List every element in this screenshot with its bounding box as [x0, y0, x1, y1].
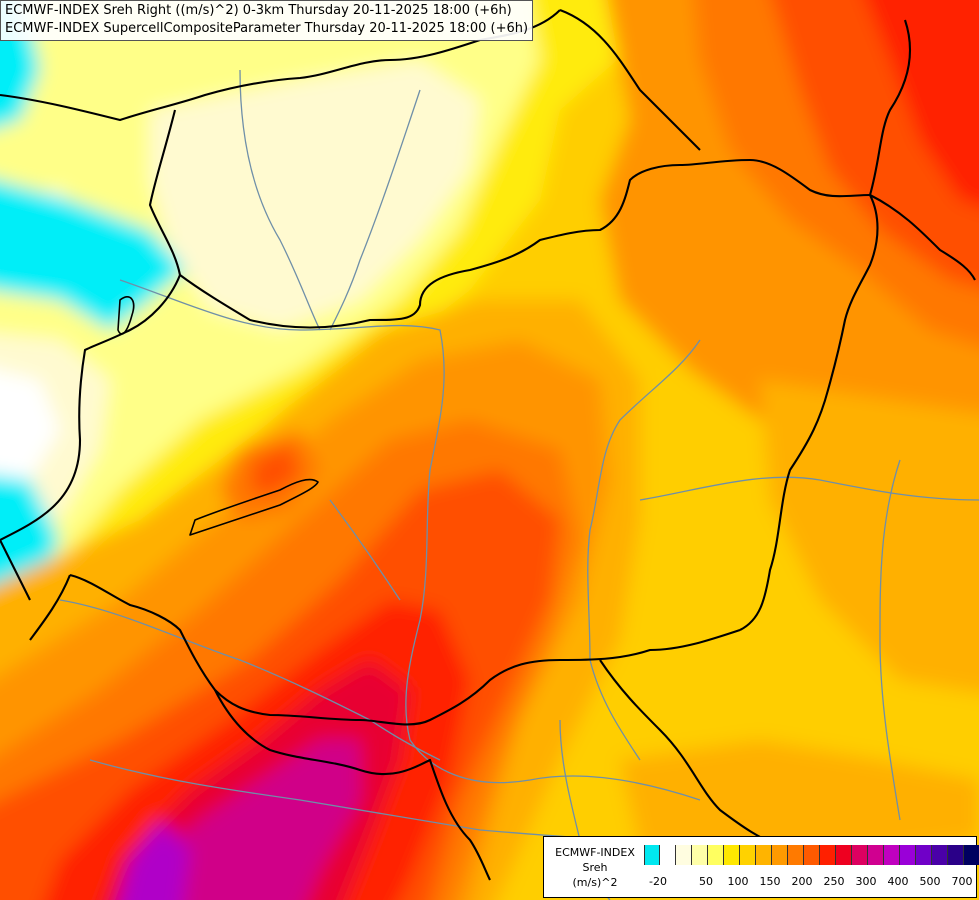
legend-swatch: [868, 845, 884, 865]
legend-swatch: [852, 845, 868, 865]
legend-swatch: [756, 845, 772, 865]
border-austria-north: [0, 539, 31, 601]
river-olt: [879, 459, 901, 821]
river-vah: [329, 89, 421, 331]
border-slovakia-hungary: [179, 158, 871, 329]
legend-swatch: [964, 845, 979, 865]
legend-swatch: [804, 845, 820, 865]
border-hungary-serbia-croatia: [69, 573, 741, 726]
legend-swatch: [916, 845, 932, 865]
border-austria-hungary-west: [0, 274, 181, 541]
border-hungary-ukraine-romania: [739, 194, 879, 631]
field-cyan-west: [0, 475, 60, 590]
legend-swatch: [820, 845, 836, 865]
legend-swatch: [900, 845, 916, 865]
legend-name-line-3: (m/s)^2: [572, 876, 618, 889]
field-red-orange-west-blob: [250, 445, 300, 495]
legend-tick-label: 700: [951, 875, 973, 888]
legend-name: ECMWF-INDEX Sreh (m/s)^2: [548, 845, 642, 890]
legend-tick-label: 200: [791, 875, 813, 888]
river-drava: [59, 599, 441, 761]
river-morava: [239, 69, 321, 331]
legend-name-line-1: ECMWF-INDEX: [555, 846, 635, 859]
border-slovakia-poland-east: [559, 9, 701, 151]
legend-tick-label: 400: [887, 875, 909, 888]
legend-tick-label: 100: [727, 875, 749, 888]
lake-balaton: [189, 478, 319, 536]
field-very-light-nw: [150, 60, 480, 330]
legend-tick-label: 250: [823, 875, 845, 888]
legend-swatch: [676, 845, 692, 865]
border-czechia-slovakia: [148, 109, 182, 276]
legend-swatch: [948, 845, 964, 865]
legend-swatch: [708, 845, 724, 865]
legend-tick-label: 150: [759, 875, 781, 888]
field-red-ne: [866, 0, 979, 207]
river-sio: [329, 499, 401, 601]
field-purple-sw: [120, 820, 190, 900]
river-danube: [119, 279, 701, 801]
color-legend: ECMWF-INDEX Sreh (m/s)^2 -20 50 100 150 200 2…: [543, 836, 979, 898]
map-title-line-2: ECMWF-INDEX SupercellCompositeParameter …: [5, 21, 529, 36]
legend-swatch: [788, 845, 804, 865]
rivers: [59, 69, 979, 900]
map-title-line-1: ECMWF-INDEX Sreh Right ((m/s)^2) 0-3km T…: [5, 3, 512, 18]
legend-swatch: [660, 845, 676, 865]
border-ne-poland-ukraine: [868, 19, 911, 196]
legend-tick-label: 300: [855, 875, 877, 888]
lake-neusiedl: [117, 296, 135, 335]
legend-swatch: [692, 845, 708, 865]
legend-name-line-2: Sreh: [582, 861, 608, 874]
border-croatia-bosnia: [214, 689, 491, 881]
legend-swatch: [724, 845, 740, 865]
legend-swatch: [772, 845, 788, 865]
river-mures: [639, 476, 979, 501]
legend-tick-label: 500: [919, 875, 941, 888]
legend-swatch: [740, 845, 756, 865]
legend-ticks: -20 50 100 150 200 250 300 400 500 700: [644, 875, 974, 889]
border-ukraine-poland-romania: [869, 194, 976, 281]
legend-tick-label: 50: [699, 875, 713, 888]
legend-swatch: [644, 845, 660, 865]
legend-tick-label: -20: [649, 875, 667, 888]
river-tisza: [587, 339, 701, 761]
legend-swatches: [644, 845, 979, 865]
country-borders: [0, 9, 976, 881]
field-orange-light-se: [620, 740, 979, 860]
legend-swatch: [932, 845, 948, 865]
legend-swatch: [836, 845, 852, 865]
map-title-box: ECMWF-INDEX Sreh Right ((m/s)^2) 0-3km T…: [0, 0, 534, 41]
legend-swatch: [884, 845, 900, 865]
field-gold-east: [760, 380, 979, 694]
border-slovenia-croatia: [29, 574, 71, 641]
field-cyan-nw: [0, 180, 185, 330]
field-white-west: [0, 370, 60, 489]
